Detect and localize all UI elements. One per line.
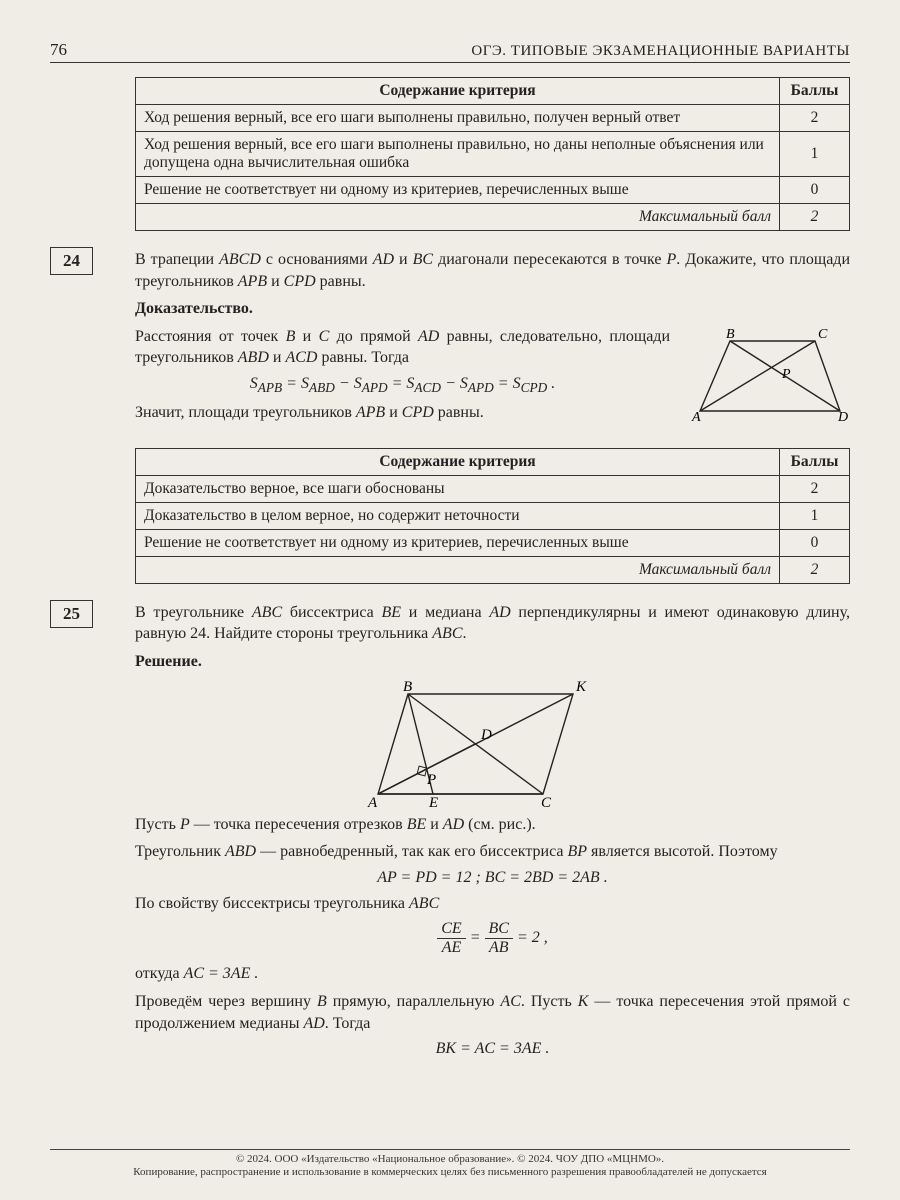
p24-text-fig-row: Расстояния от точек B и C до прямой AD р…	[135, 326, 850, 430]
p25-fraction: CEAE = BCAB = 2 ,	[135, 920, 850, 957]
p24-line1: Расстояния от точек B и C до прямой AD р…	[135, 326, 670, 369]
problem-number-box: 24	[50, 247, 93, 275]
p25-formula1: AP = PD = 12 ; BC = 2BD = 2AB .	[135, 869, 850, 887]
svg-text:P: P	[781, 367, 791, 382]
page-header: 76 ОГЭ. ТИПОВЫЕ ЭКЗАМЕНАЦИОННЫЕ ВАРИАНТЫ	[50, 40, 850, 63]
max-score: 2	[780, 556, 850, 583]
p24-proof-label: Доказательство.	[135, 298, 850, 320]
trapezoid-figure: B C A D P	[690, 326, 850, 426]
p25-line5: Проведём через вершину B прямую, паралле…	[135, 991, 850, 1034]
p24-statement: В трапеции ABCD с основаниями AD и BC ди…	[135, 249, 850, 292]
criterion-cell: Решение не соответствует ни одному из кр…	[136, 177, 780, 204]
svg-text:P: P	[426, 772, 436, 788]
criterion-cell: Ход решения верный, все его шаги выполне…	[136, 132, 780, 177]
p24-formula: SAPB = SABD − SAPD = SACD − SAPD = SCPD …	[135, 375, 670, 396]
max-label: Максимальный балл	[136, 204, 780, 231]
p25-line3: По свойству биссектрисы треугольника ABC	[135, 893, 850, 915]
score-cell: 0	[780, 529, 850, 556]
col-criterion: Содержание критерия	[136, 78, 780, 105]
criterion-cell: Ход решения верный, все его шаги выполне…	[136, 105, 780, 132]
svg-text:B: B	[403, 679, 412, 695]
p25-solution-label: Решение.	[135, 651, 850, 673]
svg-text:D: D	[480, 727, 492, 743]
problem-25: 25 В треугольнике ABC биссектриса BE и м…	[135, 602, 850, 1058]
footer-line-2: Копирование, распространение и использов…	[50, 1166, 850, 1180]
criteria-table-2: Содержание критерия Баллы Доказательство…	[135, 448, 850, 584]
score-cell: 2	[780, 105, 850, 132]
svg-text:D: D	[837, 410, 848, 425]
svg-text:K: K	[575, 679, 587, 695]
criteria-table-1: Содержание критерия Баллы Ход решения ве…	[135, 77, 850, 231]
criterion-cell: Решение не соответствует ни одному из кр…	[136, 529, 780, 556]
p25-line4: откуда AC = 3AE .	[135, 963, 850, 985]
page-number: 76	[50, 40, 67, 60]
header-text: ОГЭ. ТИПОВЫЕ ЭКЗАМЕНАЦИОННЫЕ ВАРИАНТЫ	[471, 43, 850, 60]
col-criterion: Содержание критерия	[136, 448, 780, 475]
svg-text:A: A	[691, 410, 701, 425]
svg-text:C: C	[818, 327, 828, 342]
criteria-table-1-wrapper: Содержание критерия Баллы Ход решения ве…	[135, 77, 850, 231]
p24-line2: Значит, площади треугольников APB и CPD …	[135, 402, 670, 424]
col-score: Баллы	[780, 448, 850, 475]
criterion-cell: Доказательство верное, все шаги обоснова…	[136, 475, 780, 502]
score-cell: 1	[780, 132, 850, 177]
footer-line-1: © 2024. ООО «Издательство «Национальное …	[50, 1153, 850, 1167]
criterion-cell: Доказательство в целом верное, но содерж…	[136, 502, 780, 529]
svg-text:B: B	[726, 327, 735, 342]
svg-text:C: C	[541, 795, 552, 811]
problem-number-box: 25	[50, 600, 93, 628]
p25-formula2: BK = AC = 3AE .	[135, 1040, 850, 1058]
score-cell: 2	[780, 475, 850, 502]
max-label: Максимальный балл	[136, 556, 780, 583]
svg-text:A: A	[367, 795, 378, 811]
problem-24: 24 В трапеции ABCD с основаниями AD и BC…	[135, 249, 850, 430]
score-cell: 0	[780, 177, 850, 204]
svg-text:E: E	[428, 795, 438, 811]
criteria-table-2-wrapper: Содержание критерия Баллы Доказательство…	[135, 448, 850, 584]
p25-line1: Пусть P — точка пересечения отрезков BE …	[135, 814, 850, 836]
max-score: 2	[780, 204, 850, 231]
score-cell: 1	[780, 502, 850, 529]
triangle-figure: B K A C E D P	[363, 679, 623, 814]
p25-statement: В треугольнике ABC биссектриса BE и меди…	[135, 602, 850, 645]
page-footer: © 2024. ООО «Издательство «Национальное …	[50, 1149, 850, 1181]
col-score: Баллы	[780, 78, 850, 105]
p25-line2: Треугольник ABD — равнобедренный, так ка…	[135, 841, 850, 863]
